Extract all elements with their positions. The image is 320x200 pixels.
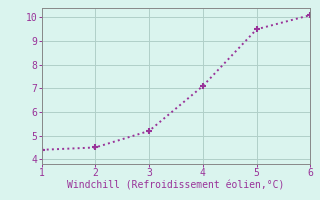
X-axis label: Windchill (Refroidissement éolien,°C): Windchill (Refroidissement éolien,°C): [67, 181, 285, 191]
